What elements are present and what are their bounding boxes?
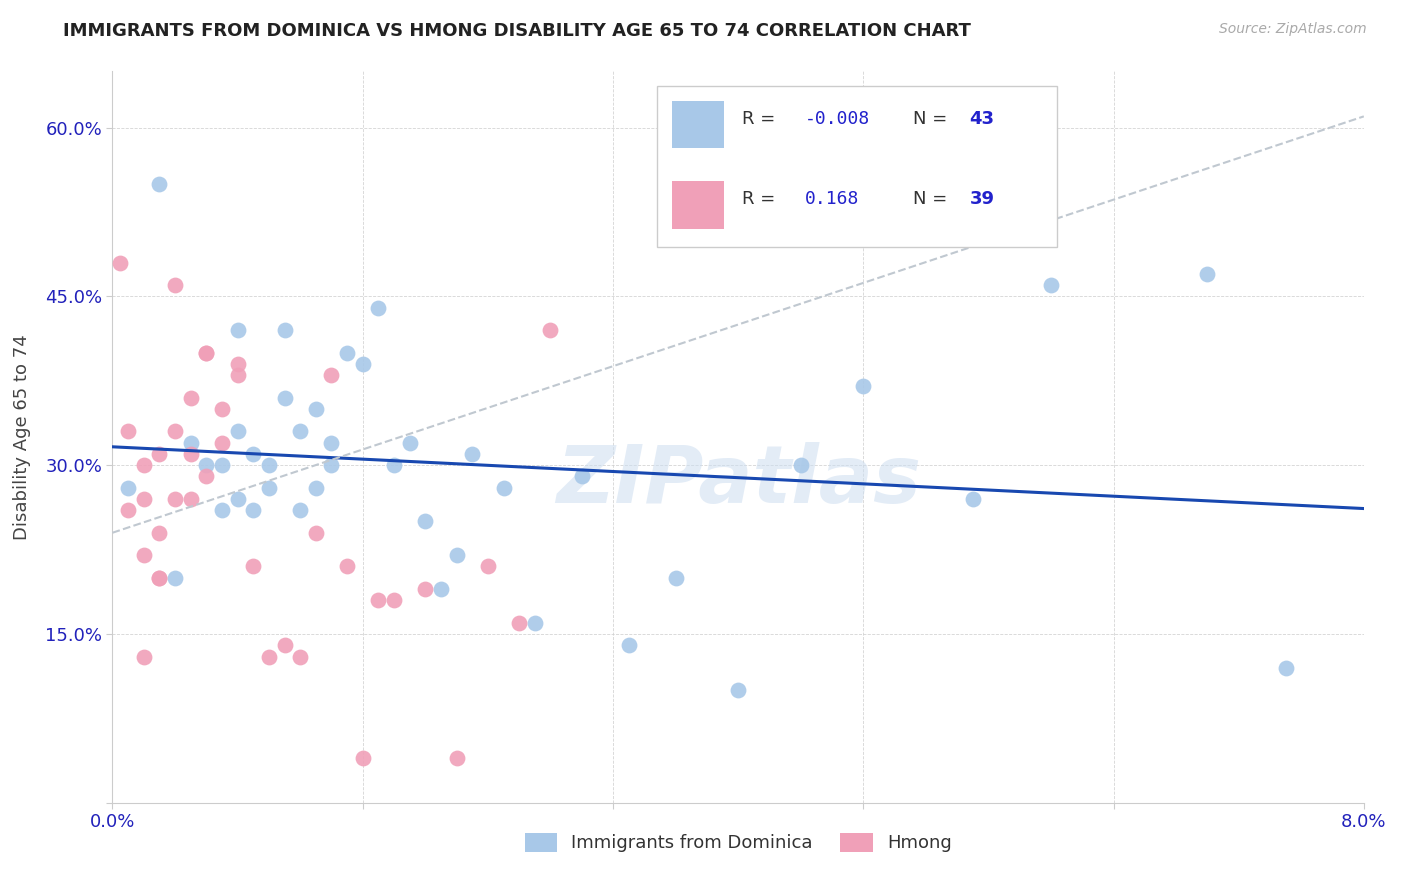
Point	[242, 447, 264, 461]
Point	[242, 559, 264, 574]
Point	[117, 503, 139, 517]
Text: R =: R =	[742, 110, 780, 128]
Point	[148, 525, 170, 540]
Point	[226, 368, 249, 383]
FancyBboxPatch shape	[657, 86, 1057, 247]
Point	[226, 323, 249, 337]
Point	[163, 491, 186, 506]
Point	[367, 301, 389, 315]
Point	[617, 638, 640, 652]
Point	[180, 391, 202, 405]
Point	[195, 458, 218, 473]
Point	[321, 458, 343, 473]
Point	[273, 391, 295, 405]
Point	[352, 357, 374, 371]
Point	[132, 649, 155, 664]
Point	[508, 615, 530, 630]
Point	[461, 447, 484, 461]
Point	[132, 491, 155, 506]
Point	[195, 469, 218, 483]
Point	[273, 323, 295, 337]
Point	[211, 401, 233, 416]
Point	[257, 481, 280, 495]
Point	[211, 435, 233, 450]
Point	[226, 425, 249, 439]
Point	[242, 503, 264, 517]
Point	[336, 345, 359, 359]
Text: R =: R =	[742, 190, 780, 209]
Point	[257, 458, 280, 473]
Point	[305, 481, 328, 495]
Point	[538, 323, 561, 337]
Text: N =: N =	[914, 110, 953, 128]
Point	[382, 458, 405, 473]
FancyBboxPatch shape	[672, 101, 724, 148]
Point	[336, 559, 359, 574]
Text: 43: 43	[970, 110, 994, 128]
Point	[352, 751, 374, 765]
Point	[446, 751, 468, 765]
Text: ZIPatlas: ZIPatlas	[555, 442, 921, 520]
Point	[430, 582, 453, 596]
Point	[727, 683, 749, 698]
Point	[148, 177, 170, 191]
Point	[398, 435, 420, 450]
Point	[226, 357, 249, 371]
Point	[148, 571, 170, 585]
Point	[321, 368, 343, 383]
Point	[163, 278, 186, 293]
Point	[664, 571, 686, 585]
Point	[195, 345, 218, 359]
Point	[290, 649, 312, 664]
Text: N =: N =	[914, 190, 953, 209]
Point	[1039, 278, 1063, 293]
Point	[305, 401, 328, 416]
Point	[305, 525, 328, 540]
Point	[290, 503, 312, 517]
Text: IMMIGRANTS FROM DOMINICA VS HMONG DISABILITY AGE 65 TO 74 CORRELATION CHART: IMMIGRANTS FROM DOMINICA VS HMONG DISABI…	[63, 22, 972, 40]
Point	[1197, 267, 1219, 281]
Point	[163, 571, 186, 585]
Point	[413, 582, 436, 596]
Point	[226, 491, 249, 506]
Point	[180, 491, 202, 506]
Point	[852, 379, 875, 393]
Point	[492, 481, 515, 495]
Y-axis label: Disability Age 65 to 74: Disability Age 65 to 74	[13, 334, 31, 540]
Point	[117, 481, 139, 495]
Point	[523, 615, 546, 630]
Text: 0.168: 0.168	[804, 190, 859, 209]
Point	[789, 458, 811, 473]
Point	[180, 447, 202, 461]
Point	[257, 649, 280, 664]
FancyBboxPatch shape	[672, 181, 724, 228]
Point	[1274, 661, 1296, 675]
Text: Source: ZipAtlas.com: Source: ZipAtlas.com	[1219, 22, 1367, 37]
Point	[132, 548, 155, 562]
Text: -0.008: -0.008	[804, 110, 870, 128]
Point	[290, 425, 312, 439]
Point	[477, 559, 499, 574]
Point	[273, 638, 295, 652]
Point	[962, 491, 984, 506]
Point	[211, 503, 233, 517]
Point	[321, 435, 343, 450]
Point	[163, 425, 186, 439]
Point	[571, 469, 593, 483]
Point	[148, 571, 170, 585]
Point	[148, 447, 170, 461]
Text: 39: 39	[970, 190, 994, 209]
Point	[413, 515, 436, 529]
Point	[211, 458, 233, 473]
Point	[117, 425, 139, 439]
Point	[132, 458, 155, 473]
Point	[110, 255, 132, 269]
Point	[180, 435, 202, 450]
Point	[367, 593, 389, 607]
Point	[446, 548, 468, 562]
Legend: Immigrants from Dominica, Hmong: Immigrants from Dominica, Hmong	[517, 826, 959, 860]
Point	[195, 345, 218, 359]
Point	[382, 593, 405, 607]
